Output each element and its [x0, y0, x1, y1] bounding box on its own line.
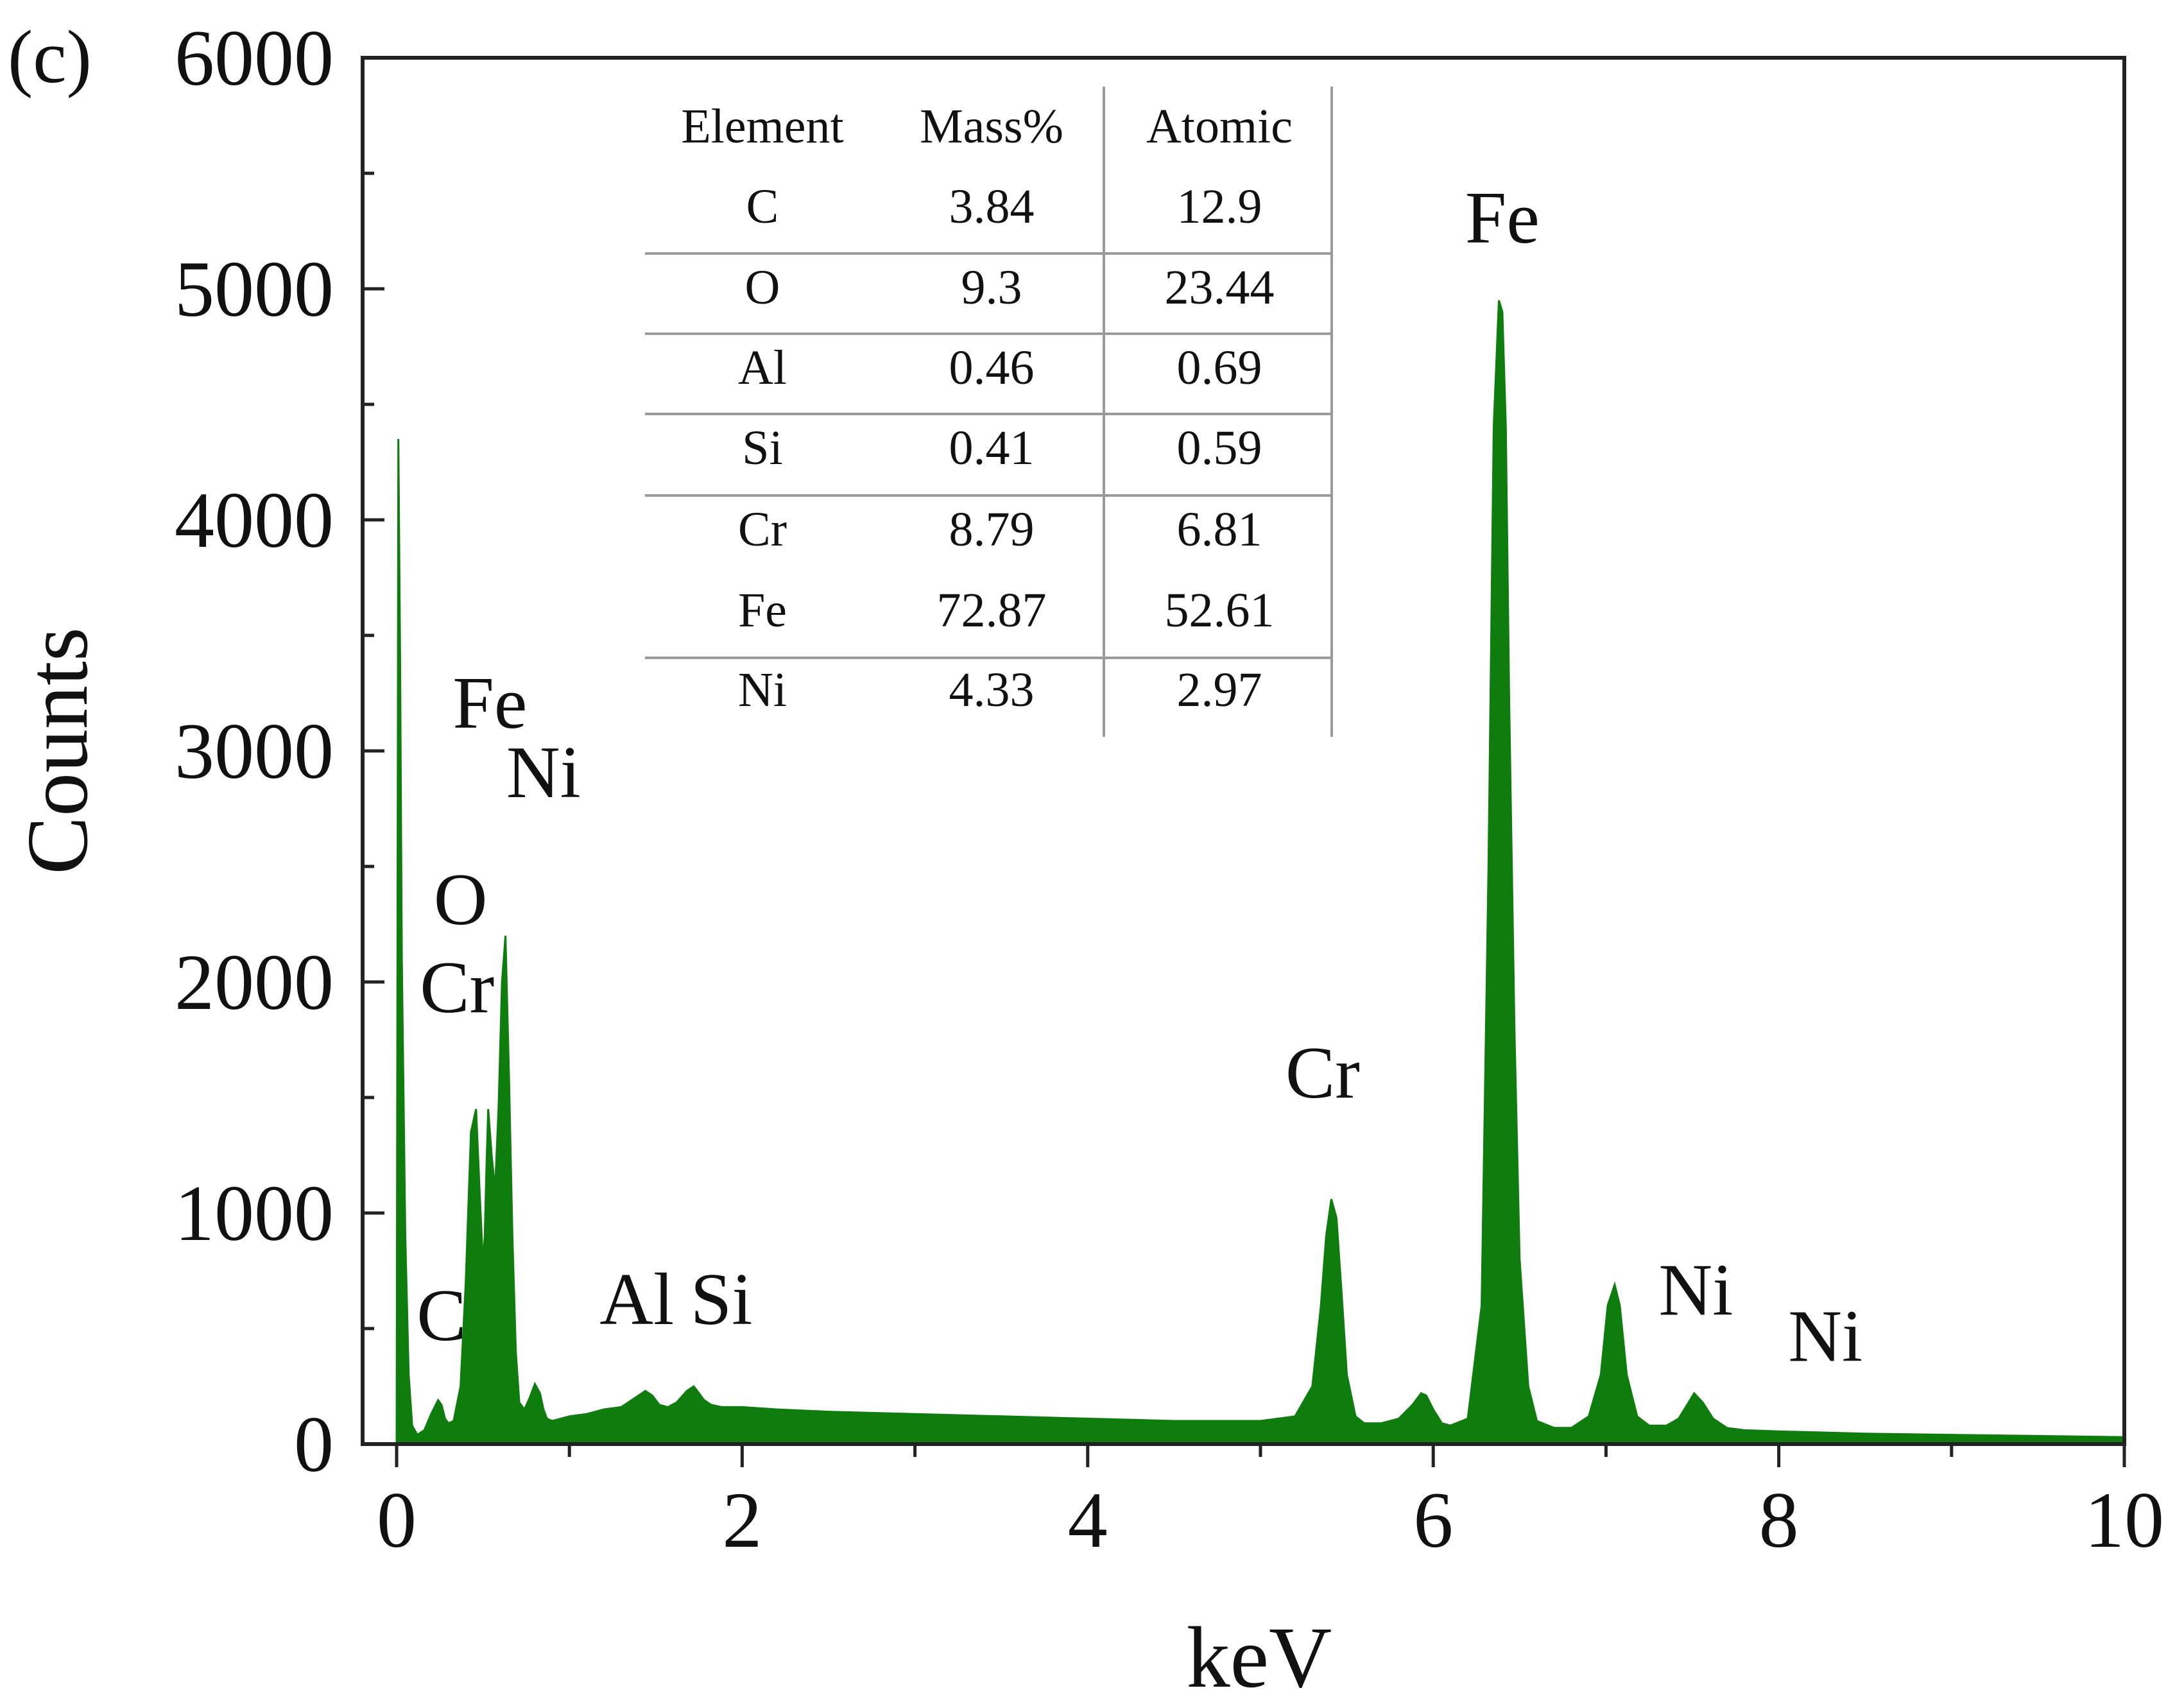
table-cell: Fe — [738, 583, 787, 637]
table-cell: 23.44 — [1165, 261, 1275, 314]
table-cell: 4.33 — [949, 663, 1035, 717]
peak-label-ni-kb: Ni — [1788, 1295, 1862, 1377]
y-tick-label: 1000 — [175, 1169, 334, 1257]
x-tick-label: 10 — [2085, 1476, 2164, 1564]
y-tick-label: 2000 — [175, 938, 334, 1026]
table-cell: 0.59 — [1177, 421, 1262, 475]
x-tick-label: 2 — [722, 1476, 762, 1564]
table-cell: 52.61 — [1165, 583, 1275, 637]
table-cell: 9.3 — [961, 261, 1022, 314]
table-cell: 8.79 — [949, 503, 1035, 556]
table-header: Element — [681, 99, 843, 153]
y-tick-label: 3000 — [175, 707, 334, 795]
x-tick-label: 8 — [1759, 1476, 1799, 1564]
table-cell: Al — [738, 341, 787, 395]
panel-label: (c) — [8, 15, 92, 99]
table-cell: 0.41 — [949, 421, 1035, 475]
x-tick-label: 0 — [377, 1476, 417, 1564]
x-axis-title: keV — [1187, 1610, 1332, 1704]
peak-label-o: O — [434, 859, 488, 941]
element-composition-table: Element Mass% Atomic C 3.84 12.9 O 9.3 2… — [645, 87, 1333, 737]
table-header: Atomic — [1146, 99, 1293, 153]
x-tick-label: 6 — [1413, 1476, 1453, 1564]
table-cell: O — [745, 261, 780, 314]
table-header: Mass% — [920, 99, 1063, 153]
table-cell: 3.84 — [949, 180, 1035, 234]
table-cell: 0.46 — [949, 341, 1035, 395]
peak-label-c: C — [417, 1275, 466, 1357]
y-tick-label: 6000 — [175, 14, 334, 102]
peak-label-al: Al — [599, 1259, 674, 1341]
peak-label-si: Si — [691, 1259, 753, 1341]
table-cell: 0.69 — [1177, 341, 1262, 395]
table-cell: 12.9 — [1177, 180, 1262, 234]
y-tick-label: 0 — [294, 1400, 334, 1488]
peak-label-cr-l: Cr — [420, 947, 494, 1029]
table-cell: C — [746, 180, 779, 234]
table-cell: 2.97 — [1177, 663, 1262, 717]
y-tick-label: 4000 — [175, 476, 334, 564]
y-tick-label: 5000 — [175, 245, 334, 333]
table-cell: 72.87 — [937, 583, 1047, 637]
y-axis-title: Counts — [10, 627, 106, 874]
x-tick-label: 4 — [1068, 1476, 1108, 1564]
table-cell: Cr — [738, 503, 787, 556]
peak-label-ni-l: Ni — [506, 732, 581, 814]
x-axis: 0 2 4 6 8 10 — [377, 1444, 2164, 1564]
peak-label-ni-ka: Ni — [1658, 1249, 1733, 1331]
peak-label-fe-l: Fe — [452, 662, 527, 744]
table-cell: Ni — [738, 663, 787, 717]
peak-label-fe-main: Fe — [1465, 177, 1540, 259]
spectrum-series — [395, 300, 2126, 1445]
y-axis: 0 1000 2000 3000 4000 5000 6000 — [175, 14, 384, 1488]
table-cell: Si — [742, 421, 782, 475]
peak-label-cr-k: Cr — [1285, 1032, 1360, 1114]
table-cell: 6.81 — [1177, 503, 1262, 556]
